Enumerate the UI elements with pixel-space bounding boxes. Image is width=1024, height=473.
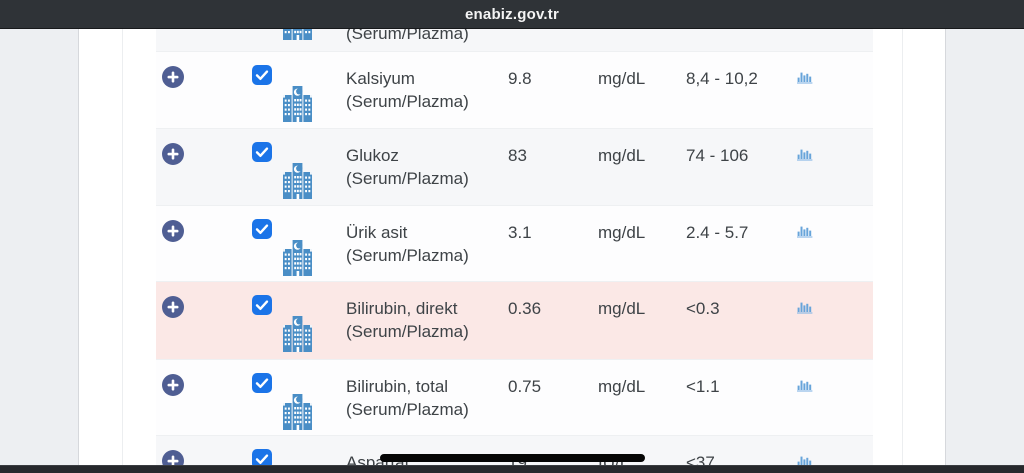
checkbox-checked-icon bbox=[252, 65, 272, 85]
bar-chart-icon[interactable] bbox=[797, 299, 813, 314]
checkbox-checked-icon bbox=[252, 449, 272, 469]
test-name: Glukoz (Serum/Plazma) bbox=[346, 146, 469, 188]
row-checkbox[interactable] bbox=[252, 295, 272, 315]
lab-result-row: Bilirubin, total (Serum/Plazma) 0.75 mg/… bbox=[156, 360, 873, 436]
hospital-building-icon bbox=[283, 316, 312, 352]
row-checkbox[interactable] bbox=[252, 449, 272, 469]
reference-range: 2.4 - 5.7 bbox=[686, 223, 749, 242]
hospital-icon bbox=[283, 163, 312, 199]
test-value: 9.8 bbox=[508, 69, 532, 88]
lab-results-table: (Serum/Plazma) bbox=[156, 4, 873, 473]
browser-title-bar: enabiz.gov.tr bbox=[0, 0, 1024, 29]
expand-row-button[interactable] bbox=[162, 143, 184, 165]
expand-row-button[interactable] bbox=[162, 220, 184, 242]
hospital-building-icon bbox=[283, 394, 312, 430]
checkbox-checked-icon bbox=[252, 219, 272, 239]
hospital-icon bbox=[283, 86, 312, 122]
checkbox-checked-icon bbox=[252, 142, 272, 162]
test-unit: mg/dL bbox=[598, 69, 646, 88]
hospital-building-icon bbox=[283, 86, 312, 122]
hospital-building-icon bbox=[283, 163, 312, 199]
reference-range: 74 - 106 bbox=[686, 146, 749, 165]
test-name: Ürik asit (Serum/Plazma) bbox=[346, 223, 469, 265]
row-checkbox[interactable] bbox=[252, 373, 272, 393]
test-name: Kalsiyum (Serum/Plazma) bbox=[346, 69, 469, 111]
expand-row-button[interactable] bbox=[162, 374, 184, 396]
reference-range: <1.1 bbox=[686, 377, 720, 396]
expand-row-button[interactable] bbox=[162, 66, 184, 88]
hospital-building-icon bbox=[283, 240, 312, 276]
test-unit: mg/dL bbox=[598, 377, 646, 396]
checkbox-checked-icon bbox=[252, 373, 272, 393]
bar-chart-icon[interactable] bbox=[797, 223, 813, 238]
test-unit: mg/dL bbox=[598, 299, 646, 318]
test-value: 0.36 bbox=[508, 299, 542, 318]
plus-icon bbox=[167, 148, 179, 160]
plus-icon bbox=[167, 71, 179, 83]
redaction-bar bbox=[380, 454, 645, 462]
row-checkbox[interactable] bbox=[252, 219, 272, 239]
test-unit: mg/dL bbox=[598, 223, 646, 242]
reference-range: <0.3 bbox=[686, 299, 720, 318]
hospital-icon bbox=[283, 316, 312, 352]
bottom-chrome-bar bbox=[0, 465, 1024, 473]
bar-chart-icon[interactable] bbox=[797, 146, 813, 161]
lab-result-row: Glukoz (Serum/Plazma) 83 mg/dL 74 - 106 bbox=[156, 129, 873, 206]
checkbox-checked-icon bbox=[252, 295, 272, 315]
test-value: 3.1 bbox=[508, 223, 532, 242]
hospital-icon bbox=[283, 394, 312, 430]
bar-chart-icon[interactable] bbox=[797, 69, 813, 84]
plus-icon bbox=[167, 455, 179, 467]
test-name: Bilirubin, total (Serum/Plazma) bbox=[346, 377, 469, 419]
lab-result-row: Kalsiyum (Serum/Plazma) 9.8 mg/dL 8,4 - … bbox=[156, 52, 873, 129]
test-unit: mg/dL bbox=[598, 146, 646, 165]
lab-result-row: (Serum/Plazma) bbox=[156, 4, 873, 52]
row-checkbox[interactable] bbox=[252, 142, 272, 162]
plus-icon bbox=[167, 301, 179, 313]
plus-icon bbox=[167, 225, 179, 237]
reference-range: 8,4 - 10,2 bbox=[686, 69, 758, 88]
test-value: 83 bbox=[508, 146, 527, 165]
lab-result-row: Ürik asit (Serum/Plazma) 3.1 mg/dL 2.4 -… bbox=[156, 206, 873, 282]
test-value: 0.75 bbox=[508, 377, 542, 396]
bar-chart-icon[interactable] bbox=[797, 377, 813, 392]
url-text: enabiz.gov.tr bbox=[465, 5, 559, 23]
row-checkbox[interactable] bbox=[252, 65, 272, 85]
plus-icon bbox=[167, 379, 179, 391]
test-name: Bilirubin, direkt (Serum/Plazma) bbox=[346, 299, 469, 341]
hospital-icon bbox=[283, 240, 312, 276]
expand-row-button[interactable] bbox=[162, 296, 184, 318]
lab-result-row: Bilirubin, direkt (Serum/Plazma) 0.36 mg… bbox=[156, 282, 873, 360]
